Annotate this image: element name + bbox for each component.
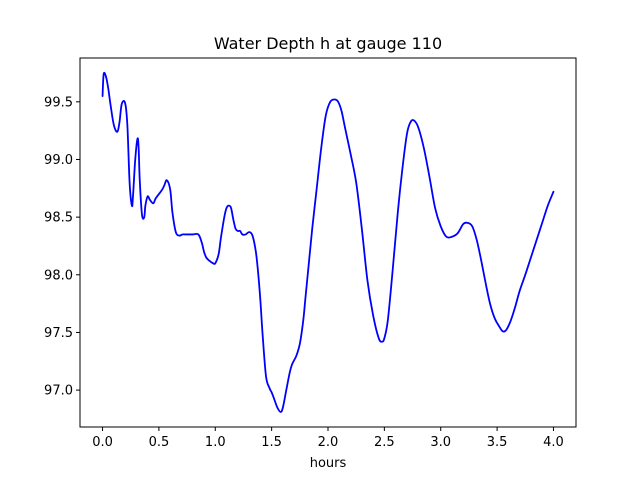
plot-area bbox=[101, 71, 555, 413]
x-axis-label: hours bbox=[310, 456, 347, 471]
x-tick-label: 3.0 bbox=[430, 435, 451, 450]
x-tick-label: 4.0 bbox=[543, 435, 564, 450]
series-line-0 bbox=[101, 71, 555, 413]
y-tick-label: 98.5 bbox=[44, 211, 73, 226]
chart-title: Water Depth h at gauge 110 bbox=[214, 34, 442, 53]
x-tick-label: 3.5 bbox=[487, 435, 508, 450]
x-tick-label: 1.0 bbox=[205, 435, 226, 450]
x-tick-label: 2.0 bbox=[318, 435, 339, 450]
y-tick-label: 98.0 bbox=[44, 268, 73, 283]
y-tick-label: 97.0 bbox=[44, 384, 73, 399]
y-axis-ticks: 97.0 97.5 98.0 98.5 99.0 99.5 bbox=[44, 95, 80, 399]
y-tick-label: 97.5 bbox=[44, 326, 73, 341]
y-tick-label: 99.5 bbox=[44, 95, 73, 110]
x-tick-label: 0.5 bbox=[149, 435, 170, 450]
y-tick-label: 99.0 bbox=[44, 153, 73, 168]
x-axis-ticks: 0.0 0.5 1.0 1.5 2.0 2.5 3.0 3.5 4.0 bbox=[92, 427, 564, 450]
x-tick-label: 2.5 bbox=[374, 435, 395, 450]
axes-frame bbox=[79, 57, 577, 428]
x-tick-label: 1.5 bbox=[261, 435, 282, 450]
x-tick-label: 0.0 bbox=[92, 435, 113, 450]
